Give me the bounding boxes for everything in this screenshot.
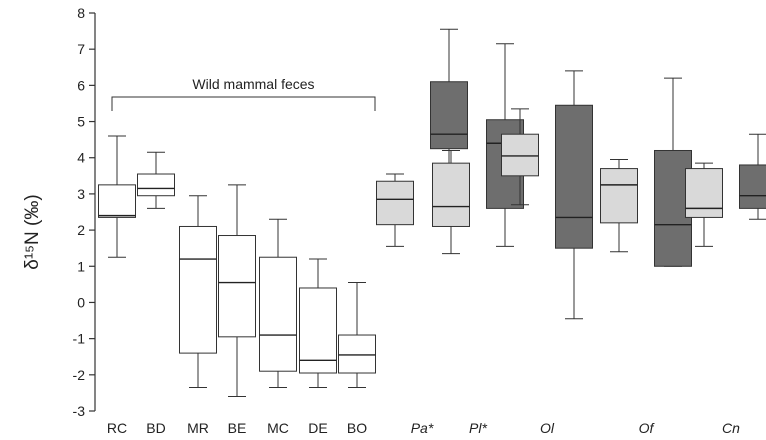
y-tick-label-9: 6 (77, 77, 85, 93)
box-Ol-dark (555, 70, 593, 320)
box-Of-light (600, 159, 638, 253)
y-tick-label-5: 2 (77, 222, 85, 238)
box-iqr (501, 133, 539, 177)
box-iqr (600, 168, 638, 224)
box-BO-white (338, 282, 376, 388)
y-axis-label: δ¹⁵N (‰) (22, 194, 43, 269)
y-tick-label-4: 1 (77, 258, 85, 274)
box-Ol-light (501, 108, 539, 206)
x-tick-label-9: Ol (540, 420, 555, 436)
y-tick-label-1: -2 (73, 367, 86, 383)
box-iqr (137, 173, 175, 197)
box-iqr (376, 180, 414, 226)
box-BD-white (137, 151, 175, 209)
box-MC-white (259, 218, 297, 388)
y-tick-label-0: -3 (73, 403, 86, 419)
box-RC-white (98, 135, 136, 258)
y-tick-label-6: 3 (77, 186, 85, 202)
box-DE-white (299, 258, 337, 388)
box-iqr (98, 184, 136, 218)
x-tick-label-2: MR (187, 420, 209, 436)
x-tick-label-10: Of (639, 420, 656, 436)
x-tick-label-6: BO (347, 420, 367, 436)
x-tick-label-3: BE (228, 420, 247, 436)
box-iqr (338, 334, 376, 374)
box-iqr (555, 104, 593, 249)
box-iqr (179, 225, 217, 354)
x-tick-label-1: BD (146, 420, 165, 436)
box-iqr (299, 287, 337, 374)
x-tick-label-5: DE (308, 420, 327, 436)
box-iqr (739, 164, 766, 209)
box-iqr (432, 162, 470, 227)
box-iqr (259, 256, 297, 372)
bracket-line (111, 96, 376, 111)
y-tick-label-11: 8 (77, 5, 85, 21)
y-tick-label-3: 0 (77, 294, 85, 310)
axes-layer: -3 -2 -1 0 1 2 3 4 5 6 7 8 δ¹⁵N (‰) (22, 5, 96, 419)
y-tick-label-8: 5 (77, 114, 85, 130)
box-Pa-light (376, 173, 414, 247)
box-Pl-light (432, 149, 470, 255)
box-iqr (218, 235, 256, 338)
x-tick-label-7: Pa* (411, 420, 434, 436)
box-BE-white (218, 184, 256, 398)
box-iqr (685, 168, 723, 218)
box-Cn-dark (739, 133, 766, 220)
boxes-layer (98, 28, 766, 398)
y-tick-label-2: -1 (73, 331, 86, 347)
bracket-label: Wild mammal feces (192, 76, 314, 92)
wild-mammal-bracket: Wild mammal feces (111, 76, 376, 111)
box-Pa-dark (430, 28, 468, 177)
y-ticks: -3 -2 -1 0 1 2 3 4 5 6 7 8 (73, 5, 95, 419)
x-tick-label-0: RC (107, 420, 127, 436)
x-tick-labels: RC BD MR BE MC DE BO Pa* Pl* Ol Of Cn (107, 420, 740, 436)
box-Cn-light (685, 162, 723, 247)
box-MR-white (179, 195, 217, 388)
y-tick-label-10: 7 (77, 41, 85, 57)
x-tick-label-8: Pl* (469, 420, 487, 436)
box-iqr (430, 81, 468, 150)
y-tick-label-7: 4 (77, 150, 85, 166)
x-tick-label-11: Cn (722, 420, 740, 436)
x-tick-label-4: MC (267, 420, 289, 436)
